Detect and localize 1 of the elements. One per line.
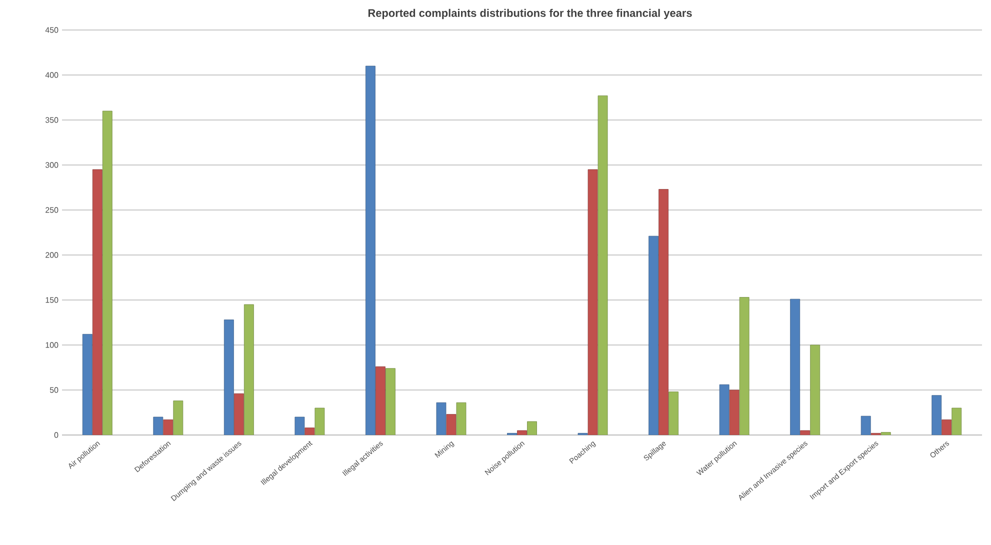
chart-title: Reported complaints distributions for the three financial years: [368, 8, 692, 20]
